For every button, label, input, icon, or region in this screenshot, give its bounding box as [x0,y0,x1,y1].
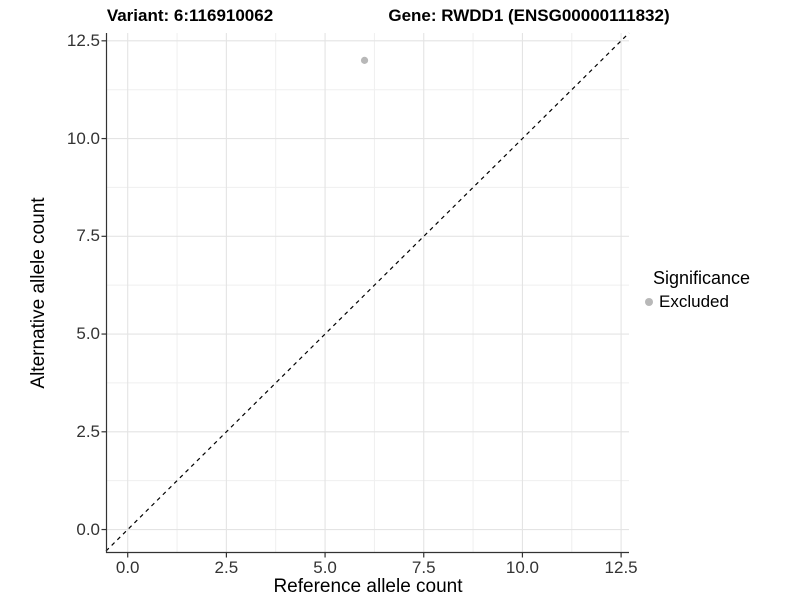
y-tick-label: 2.5 [76,421,100,441]
legend: Significance Excluded [645,267,750,312]
x-tick-label: 2.5 [214,558,239,577]
identity-reference-line [105,32,630,552]
y-tick-label: 0.0 [76,519,100,539]
plot-title-variant: Variant: 6:116910062 [106,6,274,25]
y-tick-label: 7.5 [76,226,100,246]
y-axis-title: Alternative allele count [28,197,49,389]
x-tick-label: 12.5 [604,558,638,577]
x-tick-label: 7.5 [411,558,436,577]
legend-title: Significance [653,268,751,288]
legend-item-label: Excluded [659,292,729,311]
data-point-excluded [360,56,369,64]
x-tick-label: 10.0 [505,558,539,577]
x-axis-title: Reference allele count [273,576,463,597]
plot-panel [101,32,630,558]
y-tick-label: 12.5 [66,30,100,50]
legend-item-excluded: Excluded [645,292,750,312]
x-tick-label: 0.0 [115,558,140,577]
plot-title-gene: Gene: RWDD1 (ENSG00000111832) [388,6,670,25]
legend-point-marker [645,298,653,306]
y-tick-label: 10.0 [66,128,100,148]
x-tick-label: 5.0 [313,558,337,577]
y-tick-label: 5.0 [76,324,100,344]
